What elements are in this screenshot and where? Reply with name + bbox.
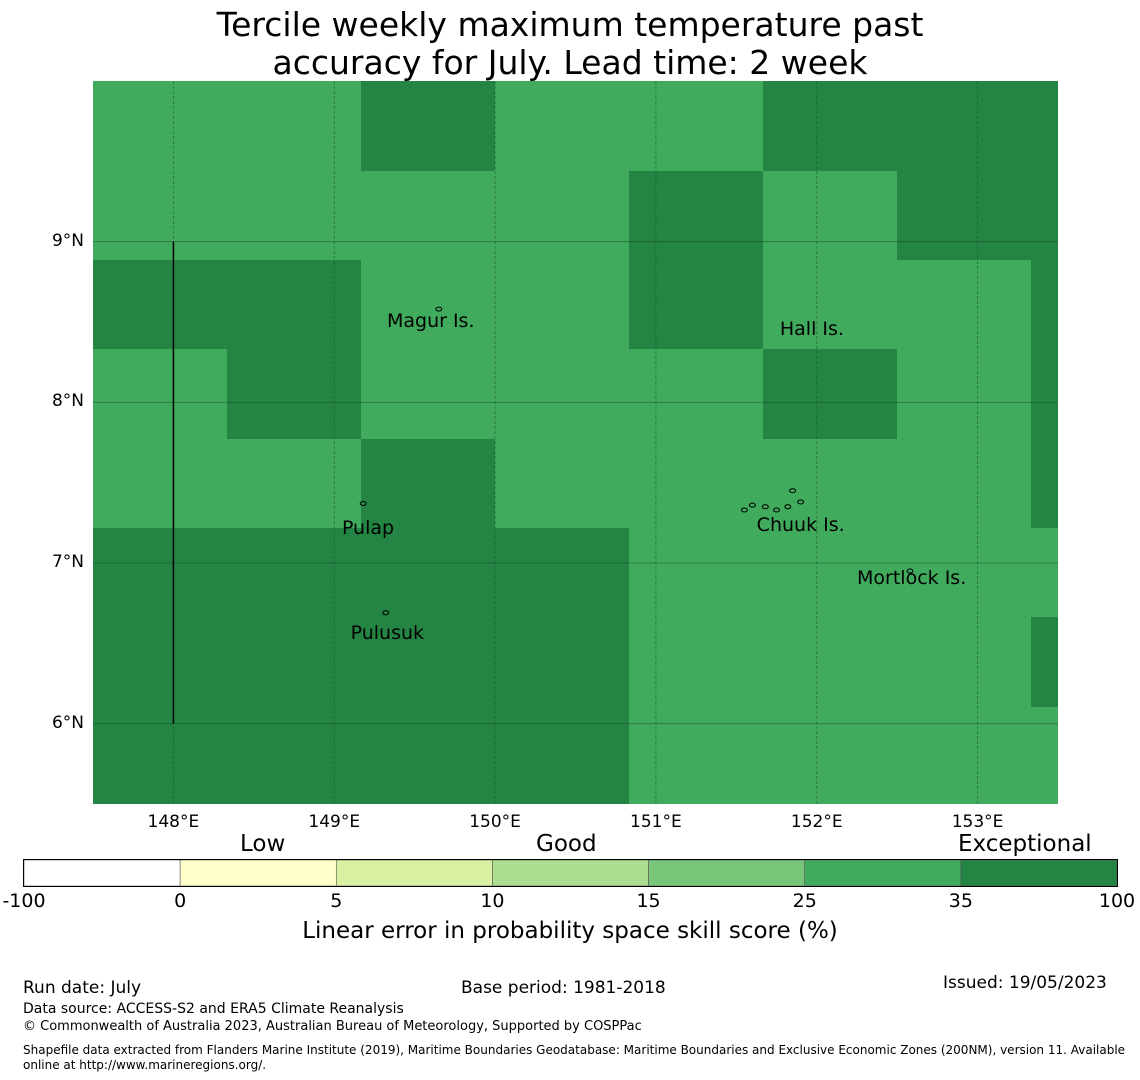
latitude-tick-label: 8°N [51, 391, 84, 412]
colorbar-segment [804, 859, 962, 887]
copyright: © Commonwealth of Australia 2023, Austra… [23, 1019, 642, 1034]
latitude-tick-label: 7°N [51, 552, 84, 572]
colorbar-label: Linear error in probability space skill … [302, 918, 838, 944]
latitude-tick-label: 9°N [51, 230, 84, 251]
title-line-2: accuracy for July. Lead time: 2 week [272, 43, 868, 82]
skill-cell [93, 528, 629, 804]
colorbar-tick-label: 5 [330, 890, 343, 912]
island-outline [740, 507, 748, 513]
skill-cell [897, 171, 1058, 260]
colorbar-tick-label: 100 [1098, 890, 1136, 912]
longitude-tick-label: 148°E [147, 812, 200, 832]
category-exceptional: Exceptional [958, 831, 1092, 857]
skill-cell [763, 81, 1058, 171]
place-label: Hall Is. [779, 318, 844, 341]
colorbar-frame [23, 859, 1118, 887]
colorbar-segment [335, 859, 493, 887]
shapefile-credit: Shapefile data extracted from Flanders M… [23, 1043, 1126, 1072]
colorbar-tick-label: 15 [636, 890, 661, 912]
place-label: Pulap [341, 517, 395, 540]
title-line-1: Tercile weekly maximum temperature past [216, 5, 924, 44]
longitude-tick-label: 149°E [308, 812, 361, 832]
colorbar-tick-label: 35 [948, 890, 973, 912]
place-label: Magur Is. [386, 310, 475, 332]
category-good: Good [536, 831, 597, 857]
skill-map [93, 81, 1058, 804]
colorbar-tick-label: -100 [2, 890, 46, 912]
colorbar-segment [23, 859, 181, 887]
colorbar-segment [648, 859, 806, 887]
colorbar-segment [492, 859, 649, 887]
skill-cell [1031, 617, 1058, 707]
colorbar-tick-label: 25 [792, 890, 817, 912]
island-outline [748, 502, 756, 508]
island-outline [382, 610, 390, 616]
colorbar-segment [179, 859, 337, 887]
latitude-tick-label: 6°N [51, 712, 84, 733]
skill-cell [361, 439, 495, 528]
island-outline [789, 488, 797, 494]
island-outline [773, 507, 781, 513]
longitude-tick-label: 150°E [469, 812, 521, 832]
longitude-tick-label: 152°E [790, 812, 843, 832]
skill-cell [1031, 260, 1058, 528]
island-outline [797, 499, 805, 505]
island-outline [761, 504, 769, 510]
skill-cell [629, 171, 763, 349]
base-period: Base period: 1981-2018 [461, 978, 666, 998]
colorbar-tick-label: 10 [480, 890, 505, 912]
island-outline [435, 306, 443, 312]
skill-cell [763, 349, 897, 439]
island-outline [784, 504, 792, 510]
island-outline [359, 501, 367, 507]
longitude-tick-label: 153°E [951, 812, 1004, 832]
colorbar-tick-label: 0 [174, 890, 187, 912]
data-source: Data source: ACCESS-S2 and ERA5 Climate … [23, 1001, 404, 1017]
skill-cell [227, 349, 361, 439]
place-label: Pulusuk [350, 621, 425, 644]
place-label: Mortlock Is. [857, 567, 967, 590]
skill-cell [361, 81, 495, 171]
chart-title: Tercile weekly maximum temperature past … [0, 6, 1140, 82]
issued-date: Issued: 19/05/2023 [943, 973, 1107, 993]
run-date: Run date: July [23, 978, 142, 998]
longitude-tick-label: 151°E [630, 812, 682, 832]
category-low: Low [240, 831, 286, 857]
place-label: Chuuk Is. [756, 514, 845, 537]
colorbar-segment [960, 859, 1118, 887]
colorbar [23, 859, 1118, 887]
island-outline [906, 568, 914, 574]
skill-cell [93, 260, 361, 349]
